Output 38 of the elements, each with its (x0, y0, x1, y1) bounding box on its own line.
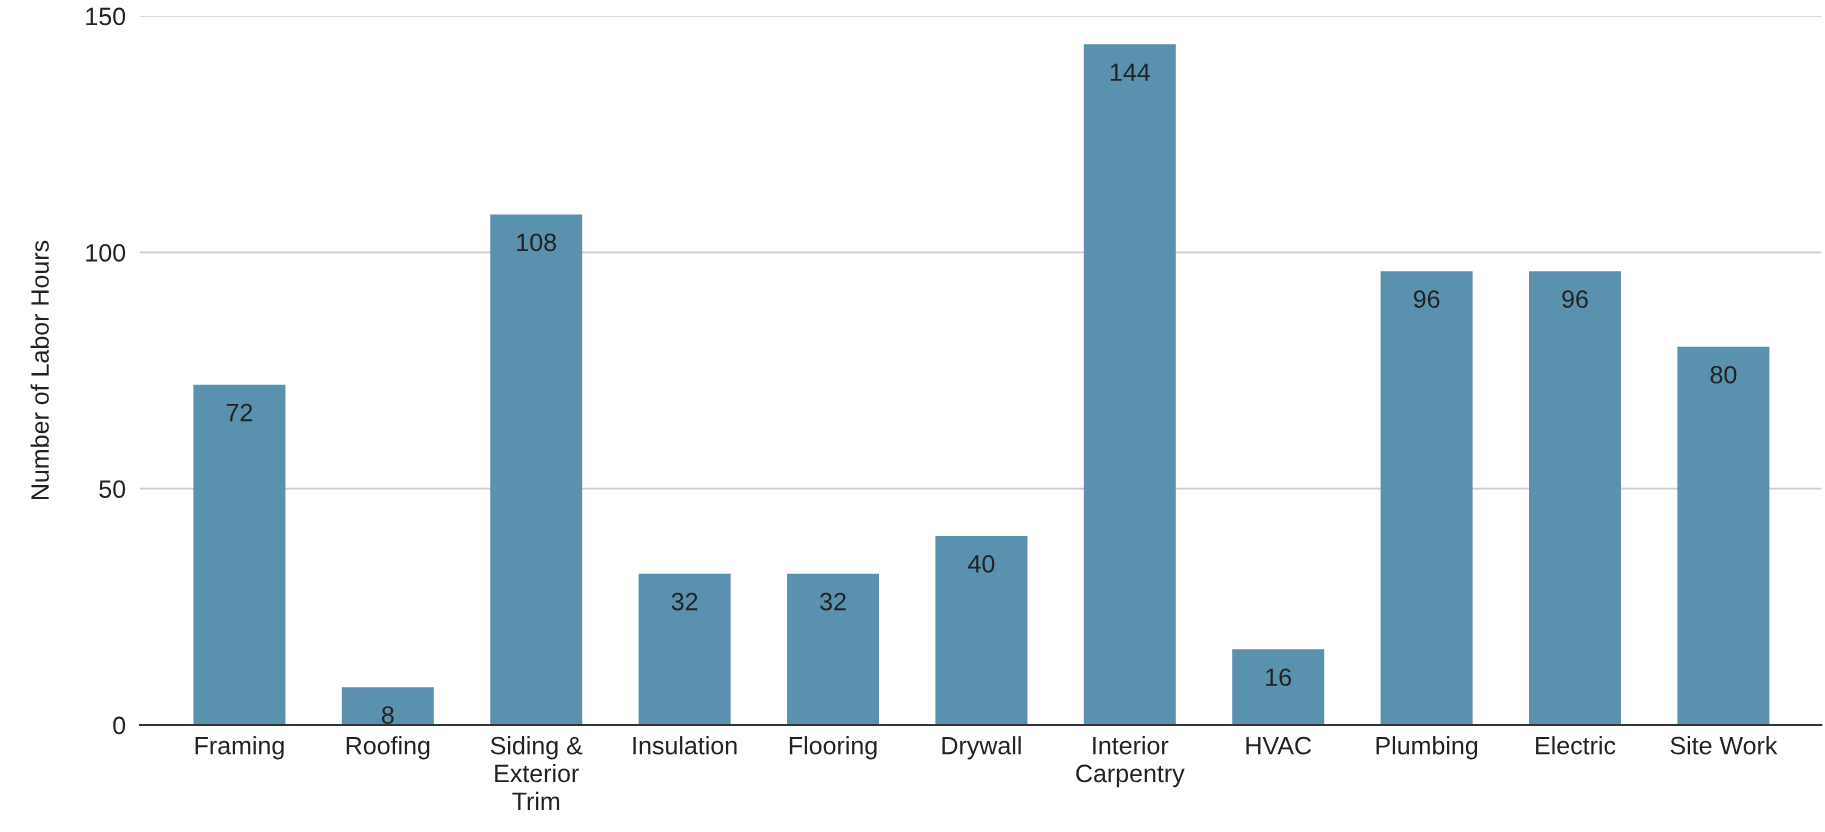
data-label: 144 (1110, 63, 1150, 81)
y-tick-label: 0 (113, 716, 126, 735)
data-label: 96 (1413, 290, 1440, 308)
bar (490, 214, 583, 725)
x-tick-label: Plumbing (1376, 736, 1478, 760)
x-tick-label: HVAC (1246, 736, 1312, 755)
bar (1083, 44, 1176, 725)
x-tick-label: Siding & Exterior Trim (490, 736, 583, 810)
bar (638, 573, 731, 725)
data-label: 108 (517, 233, 556, 252)
bar (1677, 346, 1770, 725)
bar (787, 573, 880, 725)
y-tick-label: 150 (86, 7, 126, 26)
data-label: 8 (381, 706, 394, 724)
bar (193, 384, 286, 725)
bar (341, 687, 434, 725)
y-tick-label: 100 (86, 243, 126, 262)
x-tick-label: Flooring (789, 736, 877, 760)
data-label: 16 (1266, 668, 1292, 687)
data-label: 40 (968, 554, 995, 573)
bar (1529, 271, 1622, 725)
bar (935, 535, 1028, 725)
bar (1232, 649, 1325, 725)
x-tick-label: Electric (1536, 736, 1616, 755)
x-tick-label: Framing (195, 736, 284, 760)
data-label: 80 (1710, 365, 1737, 384)
x-tick-label: Insulation (633, 736, 737, 755)
data-label: 96 (1562, 290, 1588, 308)
x-tick-label: Interior Carpentry (1076, 736, 1185, 788)
y-axis-title: Number of Labor Hours (30, 240, 49, 500)
data-label: 72 (226, 403, 253, 422)
y-tick-label: 50 (99, 480, 126, 498)
x-tick-label: Drywall (942, 736, 1021, 760)
bar (1380, 271, 1473, 725)
x-tick-label: Roofing (346, 736, 430, 760)
data-label: 32 (671, 592, 698, 611)
x-tick-label: Site Work (1670, 736, 1778, 755)
data-label: 32 (820, 592, 846, 611)
